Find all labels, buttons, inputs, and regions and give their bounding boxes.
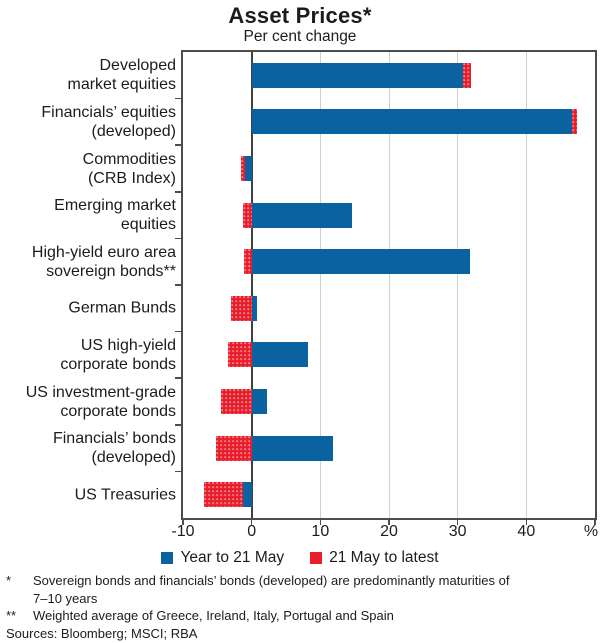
category-label-line: US Treasuries bbox=[74, 486, 176, 504]
bar-latest bbox=[231, 295, 252, 321]
bar-year bbox=[251, 202, 352, 228]
value-axis-tick bbox=[250, 520, 253, 525]
bar-year bbox=[251, 249, 471, 275]
category-axis-tick bbox=[175, 330, 181, 333]
category-label: Commodities (CRB Index) bbox=[0, 150, 176, 188]
category-label: Financials’ bonds (developed) bbox=[0, 429, 176, 467]
category-label-line: market equities bbox=[67, 76, 177, 94]
gridline bbox=[457, 52, 459, 518]
category-label: US high-yield corporate bonds bbox=[0, 336, 176, 374]
category-label: Emerging market equities bbox=[0, 196, 176, 234]
footnote: ** Weighted average of Greece, Ireland, I… bbox=[6, 607, 594, 625]
bar-year bbox=[251, 62, 464, 88]
x-tick-label: 30 bbox=[448, 523, 467, 540]
category-axis-tick bbox=[175, 237, 181, 240]
category-label-line: (developed) bbox=[91, 122, 177, 140]
footnote-marker: * bbox=[6, 573, 12, 588]
gridline bbox=[388, 52, 390, 518]
footnotes: * Sovereign bonds and financials’ bonds (… bbox=[6, 572, 594, 642]
value-axis-tick bbox=[525, 520, 528, 525]
bar-year bbox=[245, 156, 252, 181]
value-axis-tick bbox=[182, 520, 184, 525]
category-axis-tick bbox=[175, 144, 181, 146]
plot-area bbox=[175, 50, 597, 525]
category-label-line: Emerging market bbox=[54, 197, 176, 215]
category-label: Developed market equities bbox=[0, 56, 177, 94]
category-label-line: sovereign bonds** bbox=[46, 262, 176, 280]
category-axis-tick bbox=[175, 97, 181, 100]
bar-latest bbox=[241, 156, 246, 181]
bar-latest bbox=[215, 435, 252, 461]
bar-year bbox=[251, 295, 258, 321]
bar-latest bbox=[227, 342, 252, 368]
sources-line: Sources: Bloomberg; MSCI; RBA bbox=[6, 625, 198, 641]
legend-item-year: Year to 21 May bbox=[161, 549, 284, 567]
bar-year bbox=[251, 435, 334, 461]
legend: Year to 21 May 21 May to latest bbox=[0, 549, 600, 567]
category-label-line: (developed) bbox=[91, 449, 177, 467]
category-axis-tick bbox=[175, 470, 181, 473]
category-label-line: corporate bonds bbox=[60, 355, 176, 373]
gridline bbox=[319, 52, 321, 518]
legend-item-latest: 21 May to latest bbox=[310, 549, 439, 567]
category-axis-tick bbox=[175, 377, 181, 379]
category-label: High-yield euro area sovereign bonds** bbox=[0, 243, 176, 281]
legend-swatch-latest bbox=[310, 552, 323, 564]
value-axis-tick bbox=[456, 520, 459, 525]
bar-latest bbox=[220, 389, 252, 414]
category-label-line: US investment-grade bbox=[25, 383, 176, 401]
category-label-line: Developed bbox=[99, 57, 177, 75]
footnote-text: Sovereign bonds and financials’ bonds (d… bbox=[33, 573, 510, 606]
bar-latest bbox=[204, 482, 243, 508]
category-label-line: German Bunds bbox=[68, 299, 176, 317]
category-label: Financials’ equities (developed) bbox=[0, 103, 176, 141]
bar-year bbox=[242, 482, 252, 508]
chart-subtitle: Per cent change bbox=[243, 28, 357, 45]
category-label-line: Commodities bbox=[82, 150, 176, 168]
x-tick-label: 0 bbox=[247, 523, 257, 540]
category-label-line: (CRB Index) bbox=[87, 169, 176, 187]
x-tick-label: 40 bbox=[517, 523, 536, 540]
legend-swatch-year bbox=[161, 552, 174, 564]
category-axis-tick bbox=[175, 191, 181, 193]
gridline bbox=[525, 52, 527, 518]
legend-label: 21 May to latest bbox=[329, 549, 439, 566]
bar-latest bbox=[244, 249, 252, 275]
value-axis-tick bbox=[319, 520, 322, 525]
value-axis-tick bbox=[388, 520, 390, 525]
bar-year bbox=[251, 342, 308, 368]
footnote-text: Weighted average of Greece, Ireland, Ita… bbox=[33, 608, 394, 623]
category-label-line: Financials’ equities bbox=[41, 103, 176, 121]
category-label-line: Financials’ bonds bbox=[52, 430, 176, 448]
bar-latest bbox=[243, 202, 252, 228]
x-tick-label: -10 bbox=[171, 523, 195, 540]
category-label: US investment-grade corporate bonds bbox=[0, 383, 176, 421]
category-label-line: corporate bonds bbox=[60, 402, 176, 420]
footnote: * Sovereign bonds and financials’ bonds (… bbox=[6, 572, 594, 607]
bar-year bbox=[251, 109, 573, 135]
category-label-line: High-yield euro area bbox=[31, 243, 176, 261]
category-axis-tick bbox=[175, 424, 181, 426]
zero-line bbox=[250, 52, 253, 518]
value-axis-tick bbox=[594, 520, 596, 525]
footnote-marker: ** bbox=[6, 608, 17, 623]
x-tick-label: 10 bbox=[311, 523, 330, 540]
category-axis-tick bbox=[175, 284, 181, 286]
axis-unit-label: % bbox=[583, 523, 599, 540]
x-tick-label: 20 bbox=[380, 523, 398, 540]
category-label: US Treasuries bbox=[0, 485, 176, 504]
chart-title: Asset Prices* bbox=[228, 3, 372, 28]
category-label: German Bunds bbox=[0, 299, 176, 318]
legend-label: Year to 21 May bbox=[180, 549, 285, 566]
bar-latest bbox=[572, 109, 578, 135]
category-label-line: US high-yield bbox=[80, 336, 176, 354]
bar-latest bbox=[463, 62, 472, 88]
category-label-line: equities bbox=[120, 216, 176, 234]
bar-year bbox=[251, 389, 268, 414]
